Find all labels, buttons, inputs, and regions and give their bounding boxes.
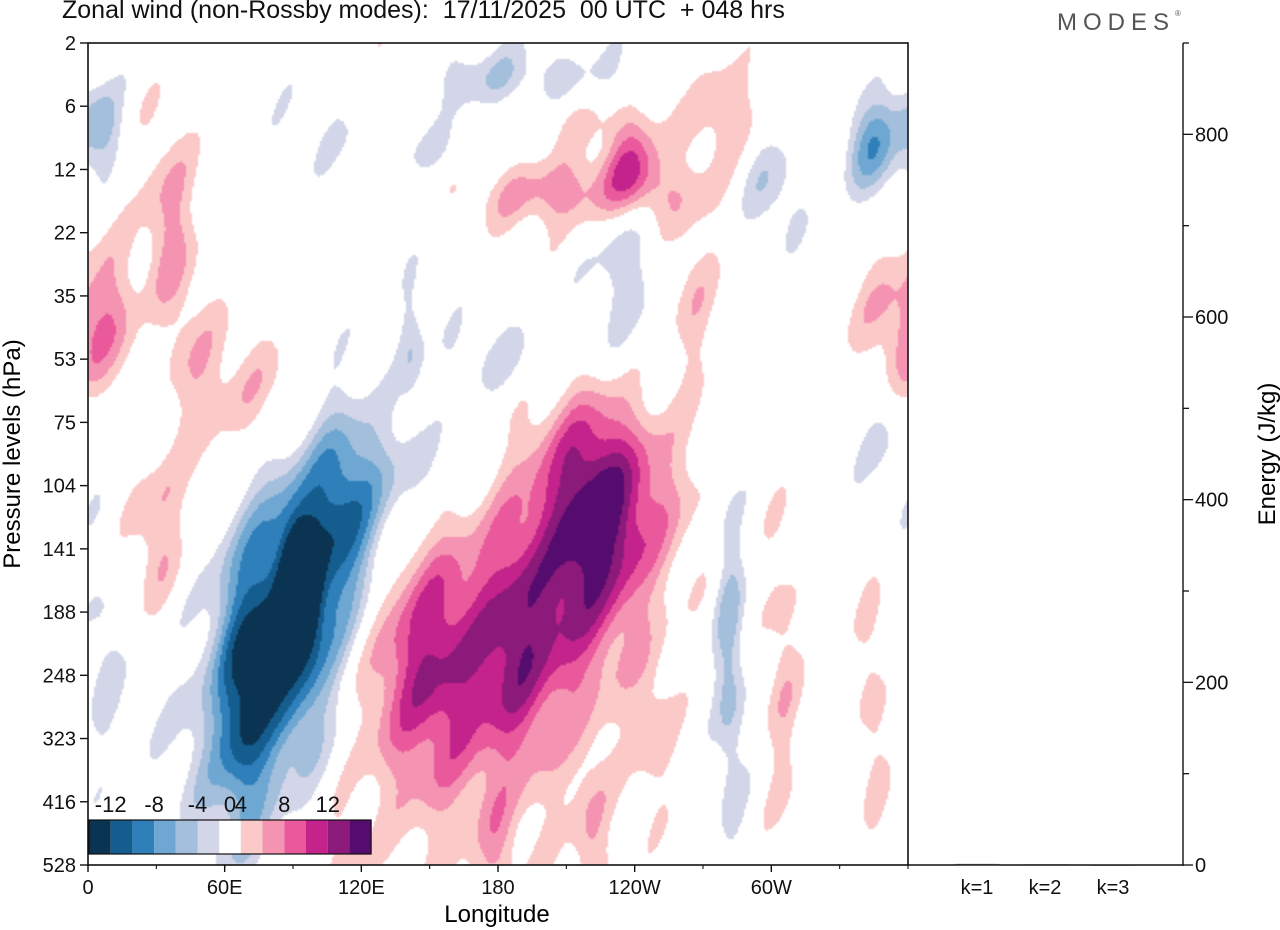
x-tick-label: 60E xyxy=(207,877,243,899)
energy-bar-label: k=2 xyxy=(1029,877,1062,899)
energy-tick-label: 800 xyxy=(1195,124,1228,146)
colorbar-swatch xyxy=(219,820,241,854)
colorbar-swatch xyxy=(175,820,198,854)
colorbar-swatch xyxy=(306,820,328,854)
colorbar-swatch xyxy=(284,820,306,854)
y-tick-label: 53 xyxy=(54,349,76,371)
colorbar-tick-label: 4 xyxy=(235,792,247,817)
colorbar-tick-label: -12 xyxy=(95,792,127,817)
energy-tick-label: 0 xyxy=(1195,855,1206,877)
y-tick-label: 22 xyxy=(54,223,76,245)
x-tick-label: 120E xyxy=(338,877,385,899)
energy-tick-label: 200 xyxy=(1195,672,1228,694)
colorbar-swatch xyxy=(132,820,155,854)
colorbar-tick-label: 8 xyxy=(278,792,290,817)
colorbar-swatch xyxy=(154,820,176,854)
colorbar-tick-label: 12 xyxy=(315,792,339,817)
y-axis-label: Pressure levels (hPa) xyxy=(0,339,26,568)
y-tick-label: 141 xyxy=(43,539,76,561)
x-tick-label: 180 xyxy=(481,877,514,899)
brand-logo: MODES® xyxy=(1057,9,1181,37)
colorbar-swatch xyxy=(197,820,220,854)
x-tick-label: 0 xyxy=(82,877,93,899)
energy-bar xyxy=(1091,864,1135,866)
colorbar-swatch xyxy=(262,820,285,854)
y-axis: 2 6 12 22 35 53 75 104 141 188 248 323 416 528 xyxy=(43,33,88,877)
x-tick-label: 60W xyxy=(751,877,792,899)
colorbar: -12 -8 -4 04 8 12 xyxy=(88,792,372,855)
colorbar-swatch xyxy=(327,820,350,854)
colorbar-tick-label: -4 xyxy=(188,792,208,817)
y-tick-label: 6 xyxy=(65,96,76,118)
colorbar-frame xyxy=(88,819,372,855)
x-axis-label: Longitude xyxy=(444,901,549,928)
y-tick-label: 416 xyxy=(43,792,76,814)
y-tick-label: 528 xyxy=(43,855,76,877)
energy-bar xyxy=(1023,864,1067,866)
y-tick-label: 35 xyxy=(54,286,76,308)
brand-mark: ® xyxy=(1175,9,1181,18)
colorbar-swatch xyxy=(89,820,111,854)
x-tick-label: 120W xyxy=(609,877,661,899)
y-tick-label: 248 xyxy=(43,665,76,687)
heatmap-field xyxy=(88,43,908,865)
energy-tick-label: 600 xyxy=(1195,307,1228,329)
colorbar-swatch xyxy=(240,820,263,854)
brand-name: MODES xyxy=(1057,9,1176,36)
y-tick-label: 104 xyxy=(43,476,76,498)
energy-bar xyxy=(955,863,999,866)
y-tick-label: 12 xyxy=(54,159,76,181)
y-tick-label: 188 xyxy=(43,602,76,624)
y-tick-label: 75 xyxy=(54,412,76,434)
energy-axis-label: Energy (J/kg) xyxy=(1254,383,1280,526)
y-tick-label: 323 xyxy=(43,729,76,751)
heatmap-frame xyxy=(87,42,909,866)
colorbar-swatch xyxy=(110,820,133,854)
energy-tick-label: 400 xyxy=(1195,490,1228,512)
energy-bar-panel: 0 200 400 600 800 k=1 k=2 k=3 Energy (J/kg) xyxy=(908,42,1280,899)
colorbar-tick-label: -8 xyxy=(144,792,164,817)
chart-title: Zonal wind (non-Rossby modes): 17/11/202… xyxy=(62,0,785,24)
y-tick-label: 2 xyxy=(65,33,76,55)
energy-bar-label: k=1 xyxy=(961,877,994,899)
colorbar-tick-label: 0 xyxy=(224,792,236,817)
x-axis: 0 60E 120E 180 120W 60W xyxy=(82,865,909,899)
colorbar-swatch xyxy=(349,820,372,854)
energy-bar-label: k=3 xyxy=(1097,877,1130,899)
